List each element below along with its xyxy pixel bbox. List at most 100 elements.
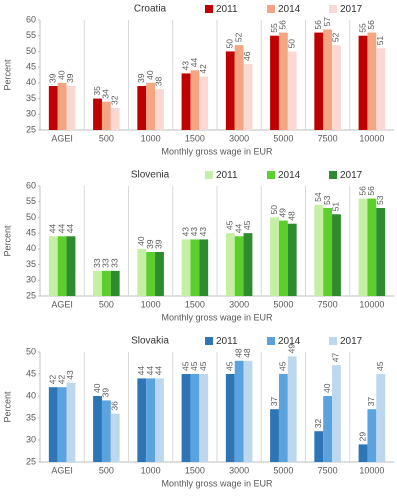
data-label: 48 bbox=[242, 348, 252, 358]
data-label: 40 bbox=[56, 70, 66, 80]
data-label: 44 bbox=[136, 366, 146, 376]
y-tick-label: 55 bbox=[26, 196, 36, 206]
legend-label: 2011 bbox=[216, 4, 238, 15]
bar bbox=[278, 220, 288, 296]
data-label: 43 bbox=[180, 227, 190, 237]
bar bbox=[278, 32, 288, 131]
data-label: 52 bbox=[233, 32, 243, 42]
bar bbox=[66, 86, 76, 130]
bar bbox=[270, 409, 279, 462]
data-label: 32 bbox=[109, 95, 119, 105]
bar bbox=[199, 239, 209, 296]
data-label: 35 bbox=[92, 86, 102, 96]
data-label: 39 bbox=[101, 388, 111, 398]
y-tick-label: 30 bbox=[26, 275, 36, 285]
data-label: 39 bbox=[48, 73, 58, 83]
y-tick-label: 45 bbox=[26, 62, 36, 72]
bar bbox=[243, 360, 253, 462]
legend-swatch bbox=[205, 5, 213, 13]
legend-label: 2014 bbox=[278, 336, 301, 347]
bar bbox=[225, 51, 235, 130]
data-label: 45 bbox=[225, 361, 235, 371]
bar bbox=[376, 374, 386, 462]
data-label: 50 bbox=[225, 39, 235, 49]
data-label: 43 bbox=[180, 61, 190, 71]
bar bbox=[270, 35, 279, 130]
x-tick-label: 500 bbox=[99, 299, 114, 309]
bar bbox=[243, 233, 253, 296]
bar bbox=[93, 396, 102, 462]
data-label: 34 bbox=[101, 89, 111, 99]
x-axis-title: Monthly gross wage in EUR bbox=[161, 312, 273, 322]
y-axis-title: Percent bbox=[2, 391, 12, 423]
data-label: 56 bbox=[313, 20, 323, 30]
legend-swatch bbox=[267, 171, 275, 179]
legend-swatch bbox=[329, 337, 337, 345]
y-tick-label: 50 bbox=[26, 346, 36, 356]
x-tick-label: 1500 bbox=[185, 299, 205, 309]
bar bbox=[323, 208, 333, 296]
bar bbox=[110, 270, 120, 296]
legend-label: 2017 bbox=[340, 4, 363, 15]
bar bbox=[376, 48, 386, 130]
y-tick-label: 25 bbox=[26, 124, 36, 134]
x-tick-label: 7500 bbox=[318, 465, 338, 475]
data-label: 51 bbox=[375, 36, 385, 46]
x-tick-label: 5000 bbox=[273, 299, 293, 309]
y-tick-label: 55 bbox=[26, 30, 36, 40]
bar bbox=[57, 236, 67, 296]
x-tick-label: 7500 bbox=[318, 299, 338, 309]
data-label: 45 bbox=[375, 361, 385, 371]
legend-swatch bbox=[329, 171, 337, 179]
legend-swatch bbox=[329, 5, 337, 13]
x-tick-label: AGEI bbox=[51, 299, 73, 309]
data-label: 48 bbox=[233, 348, 243, 358]
x-tick-label: 5000 bbox=[273, 465, 293, 475]
x-tick-label: 1500 bbox=[185, 465, 205, 475]
legend-label: 2017 bbox=[340, 170, 363, 181]
y-tick-label: 30 bbox=[26, 434, 36, 444]
bar bbox=[314, 204, 324, 296]
bar bbox=[181, 239, 191, 296]
bar bbox=[367, 409, 377, 462]
x-tick-label: 500 bbox=[99, 133, 114, 143]
legend-label: 2014 bbox=[278, 4, 301, 15]
bar bbox=[48, 236, 58, 296]
x-tick-label: 3000 bbox=[229, 133, 249, 143]
legend-label: 2011 bbox=[216, 336, 238, 347]
y-tick-label: 35 bbox=[26, 93, 36, 103]
data-label: 47 bbox=[331, 352, 341, 362]
data-label: 48 bbox=[286, 211, 296, 221]
y-tick-label: 40 bbox=[26, 243, 36, 253]
legend-label: 2017 bbox=[340, 336, 363, 347]
data-label: 50 bbox=[269, 205, 279, 215]
data-label: 56 bbox=[357, 186, 367, 196]
x-axis-title: Monthly gross wage in EUR bbox=[161, 146, 273, 156]
bar bbox=[181, 374, 191, 462]
bar bbox=[146, 252, 156, 296]
data-label: 36 bbox=[109, 401, 119, 411]
bar bbox=[199, 76, 209, 130]
bar bbox=[225, 233, 235, 296]
y-tick-label: 60 bbox=[26, 14, 36, 24]
bar bbox=[323, 29, 333, 130]
data-label: 44 bbox=[65, 224, 75, 234]
data-label: 45 bbox=[278, 361, 288, 371]
data-label: 38 bbox=[154, 76, 164, 86]
data-label: 33 bbox=[109, 258, 119, 268]
x-tick-label: AGEI bbox=[51, 133, 73, 143]
data-label: 42 bbox=[48, 374, 58, 384]
bar bbox=[110, 413, 120, 462]
data-label: 40 bbox=[145, 70, 155, 80]
data-label: 56 bbox=[366, 186, 376, 196]
data-label: 39 bbox=[154, 239, 164, 249]
data-label: 45 bbox=[242, 220, 252, 230]
bar bbox=[48, 387, 58, 462]
bar bbox=[358, 444, 368, 462]
bar bbox=[155, 89, 164, 130]
data-label: 56 bbox=[278, 20, 288, 30]
y-tick-label: 25 bbox=[26, 456, 36, 466]
x-tick-label: 1000 bbox=[141, 133, 161, 143]
data-label: 56 bbox=[366, 20, 376, 30]
bar bbox=[332, 365, 341, 462]
